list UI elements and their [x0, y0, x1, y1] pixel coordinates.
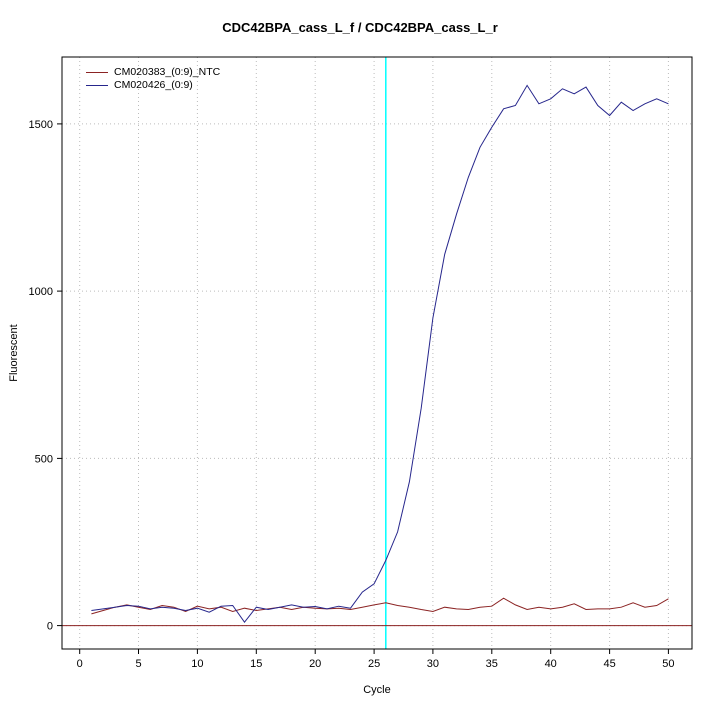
svg-text:5: 5 [135, 658, 141, 670]
svg-text:20: 20 [309, 658, 321, 670]
legend-label: CM020383_(0:9)_NTC [114, 66, 221, 78]
svg-text:500: 500 [35, 453, 53, 465]
x-axis-label: Cycle [363, 684, 391, 696]
legend: CM020383_(0:9)_NTC CM020426_(0:9) [86, 66, 220, 92]
svg-text:1500: 1500 [29, 119, 53, 131]
legend-label: CM020426_(0:9) [114, 79, 193, 91]
svg-text:1000: 1000 [29, 286, 53, 298]
svg-text:10: 10 [191, 658, 203, 670]
svg-text:25: 25 [368, 658, 380, 670]
chart-title: CDC42BPA_cass_L_f / CDC42BPA_cass_L_r [222, 20, 498, 35]
svg-text:15: 15 [250, 658, 262, 670]
legend-item: CM020426_(0:9) [86, 79, 220, 92]
svg-text:45: 45 [603, 658, 615, 670]
svg-text:30: 30 [427, 658, 439, 670]
svg-text:0: 0 [77, 658, 83, 670]
legend-swatch [86, 85, 108, 86]
legend-item: CM020383_(0:9)_NTC [86, 66, 220, 79]
svg-text:40: 40 [545, 658, 557, 670]
legend-swatch [86, 72, 108, 73]
svg-text:0: 0 [47, 621, 53, 633]
svg-text:50: 50 [662, 658, 674, 670]
y-axis-label: Fluorescent [8, 324, 20, 382]
svg-text:35: 35 [486, 658, 498, 670]
